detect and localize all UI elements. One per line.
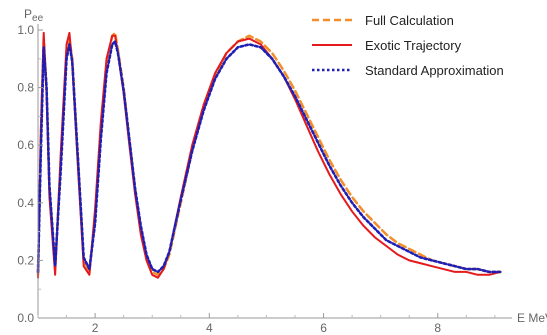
y-axis-label: Pee <box>24 7 44 24</box>
x-tick-label: 2 <box>92 321 99 335</box>
x-tick-label: 4 <box>206 321 213 335</box>
axes <box>37 24 512 319</box>
legend-label-1: Full Calculation <box>365 13 454 28</box>
series-layer <box>36 31 502 279</box>
legend-label-2: Exotic Trajectory <box>365 38 462 53</box>
y-tick-label: 1.0 <box>17 23 34 37</box>
y-axis-label-sub: ee <box>32 13 44 24</box>
y-axis-label-main: P <box>24 7 32 21</box>
y-tick-label: 0.8 <box>17 81 34 95</box>
y-ticks: 0.0 0.2 0.4 0.6 0.8 1.0 <box>17 23 43 325</box>
x-ticks: 2 4 6 8 <box>37 313 496 335</box>
y-tick-label: 0.6 <box>17 138 34 152</box>
y-tick-label: 0.2 <box>17 253 34 267</box>
series-line-3 <box>36 40 502 274</box>
x-tick-label: 8 <box>434 321 441 335</box>
legend-label-3: Standard Approximation <box>365 63 504 78</box>
y-tick-label: 0.4 <box>17 196 34 210</box>
x-tick-label: 6 <box>320 321 327 335</box>
legend: Full Calculation Exotic Trajectory Standar… <box>312 13 504 78</box>
x-axis-label: E MeV <box>517 311 547 325</box>
y-tick-label: 0.0 <box>17 311 34 325</box>
